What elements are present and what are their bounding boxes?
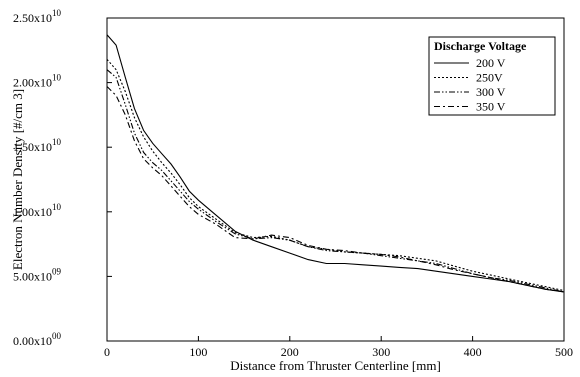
series-line-4 bbox=[106, 86, 565, 293]
y-tick-label: 0.00x1000 bbox=[13, 331, 62, 348]
series-lines bbox=[106, 34, 565, 293]
y-tick-label: 2.00x1010 bbox=[13, 73, 62, 90]
y-tick-exponent: 00 bbox=[52, 331, 62, 341]
legend-title: Discharge Voltage bbox=[434, 39, 527, 53]
y-axis: 0.00x1000 5.00x1009 1.00x1010 1.50x1010 2.00… bbox=[13, 8, 112, 348]
series-line-1 bbox=[106, 34, 565, 293]
x-tick-label: 0 bbox=[104, 345, 110, 359]
x-axis: 0 100 200 300 400 500 bbox=[104, 336, 573, 359]
legend-label: 350 V bbox=[476, 100, 506, 114]
series-line-3 bbox=[106, 69, 565, 293]
plot-frame bbox=[106, 17, 565, 342]
y-axis-title: Electron Number Density [#/cm 3] bbox=[10, 89, 25, 270]
y-tick-exponent: 10 bbox=[52, 73, 62, 83]
x-tick-label: 400 bbox=[464, 345, 482, 359]
y-tick-label: 1.50x1010 bbox=[13, 137, 62, 154]
y-tick-exponent: 10 bbox=[52, 202, 62, 212]
legend-label: 200 V bbox=[476, 56, 506, 70]
legend-label: 250V bbox=[476, 71, 503, 85]
y-tick-exponent: 10 bbox=[52, 8, 62, 18]
x-axis-title: Distance from Thruster Centerline [mm] bbox=[230, 358, 441, 373]
y-tick-label: 2.50x1010 bbox=[13, 8, 62, 25]
y-tick-label: 5.00x1009 bbox=[13, 266, 62, 283]
y-tick-label: 1.00x1010 bbox=[13, 202, 62, 219]
legend-box bbox=[428, 36, 556, 116]
y-tick-exponent: 10 bbox=[52, 137, 62, 147]
plot-area-border bbox=[106, 17, 565, 342]
x-tick-label: 100 bbox=[189, 345, 207, 359]
legend-label: 300 V bbox=[476, 85, 506, 99]
x-tick-label: 500 bbox=[555, 345, 573, 359]
y-tick-exponent: 09 bbox=[52, 266, 62, 276]
x-tick-label: 200 bbox=[281, 345, 299, 359]
x-tick-label: 300 bbox=[372, 345, 390, 359]
